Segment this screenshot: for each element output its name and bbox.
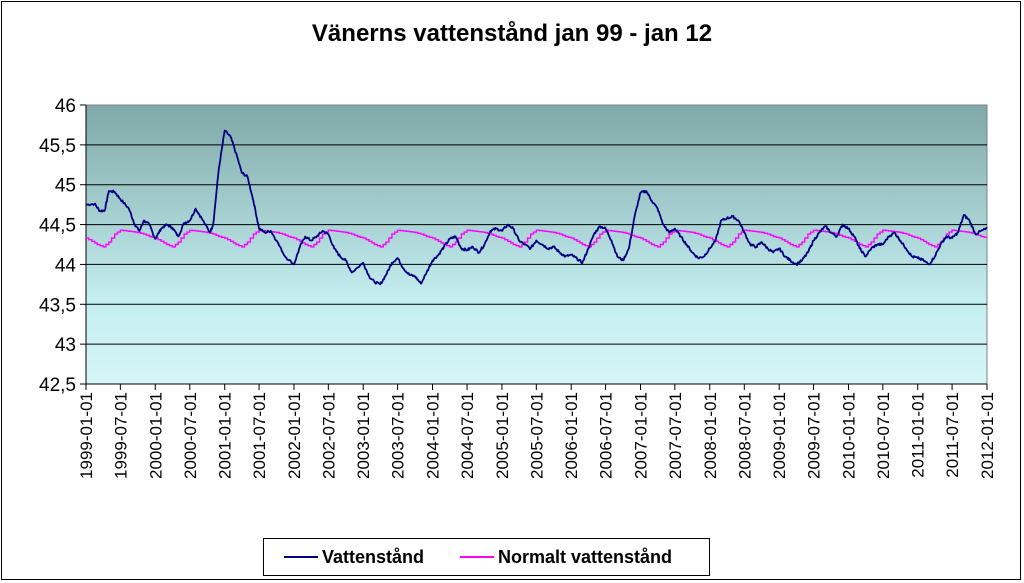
x-tick-label: 2005-07-01 (527, 392, 546, 479)
y-tick-label: 45,5 (39, 136, 76, 157)
legend-swatch-normalt (460, 556, 494, 558)
x-tick-label: 1999-07-01 (111, 392, 130, 479)
x-axis: 1999-01-01 1999-07-01 2000-01-01 2000-07-01… (77, 383, 997, 479)
y-tick-label: 45 (55, 176, 76, 197)
y-axis: 46 45,5 45 44,5 44 43,5 43 42,5 (39, 96, 87, 396)
x-tick-label: 2010-07-01 (874, 392, 893, 479)
x-tick-label: 2011-07-01 (943, 392, 962, 478)
series-line-vattenstand (86, 129, 988, 286)
x-tick-label: 2002-07-01 (319, 392, 338, 479)
legend-label-normalt: Normalt vattenstånd (498, 546, 673, 567)
y-tick-label: 43 (55, 335, 76, 356)
y-tick-label: 42,5 (39, 375, 76, 396)
y-tick-label: 43,5 (39, 295, 76, 316)
x-tick-label: 2007-01-01 (631, 392, 650, 479)
x-tick-label: 2004-01-01 (424, 392, 443, 479)
x-tick-label: 2003-07-01 (389, 392, 408, 479)
x-tick-label: 2003-01-01 (354, 392, 373, 479)
x-tick-label: 2008-01-01 (701, 392, 720, 479)
x-tick-label: 2012-01-01 (978, 392, 997, 479)
chart-title: Vänerns vattenstånd jan 99 - jan 12 (311, 20, 713, 47)
legend-label-vattenstand: Vattenstånd (322, 546, 425, 567)
x-tick-label: 1999-01-01 (77, 392, 96, 479)
x-tick-label: 2009-01-01 (770, 392, 789, 479)
x-tick-label: 2001-07-01 (250, 392, 269, 479)
y-tick-label: 46 (55, 96, 76, 117)
x-tick-label: 2005-01-01 (493, 392, 512, 479)
x-tick-label: 2008-07-01 (735, 392, 754, 479)
x-tick-label: 2007-07-01 (666, 392, 685, 479)
plot-area (85, 104, 988, 385)
x-tick-label: 2002-01-01 (285, 392, 304, 479)
legend-item-normalt: Normalt vattenstånd (460, 547, 672, 567)
y-tick-label: 44 (55, 255, 77, 276)
legend: Vattenstånd Normalt vattenstånd (263, 538, 710, 576)
x-tick-label: 2001-01-01 (216, 392, 235, 479)
x-tick-label: 2000-01-01 (146, 392, 165, 479)
x-tick-label: 2004-07-01 (458, 392, 477, 479)
x-tick-label: 2009-07-01 (805, 392, 824, 479)
x-tick-label: 2006-01-01 (562, 392, 581, 479)
gridlines (86, 144, 987, 345)
x-tick-label: 2011-01-01 (909, 392, 928, 478)
x-tick-label: 2000-07-01 (181, 392, 200, 479)
series-line-normalt-vattenstand (86, 229, 987, 248)
series-layer (86, 129, 988, 286)
x-tick-label: 2010-01-01 (839, 392, 858, 479)
legend-item-vattenstand: Vattenstånd (284, 547, 424, 567)
x-tick-label: 2006-07-01 (597, 392, 616, 479)
legend-swatch-vattenstand (284, 556, 318, 558)
y-tick-label: 44,5 (39, 216, 76, 237)
